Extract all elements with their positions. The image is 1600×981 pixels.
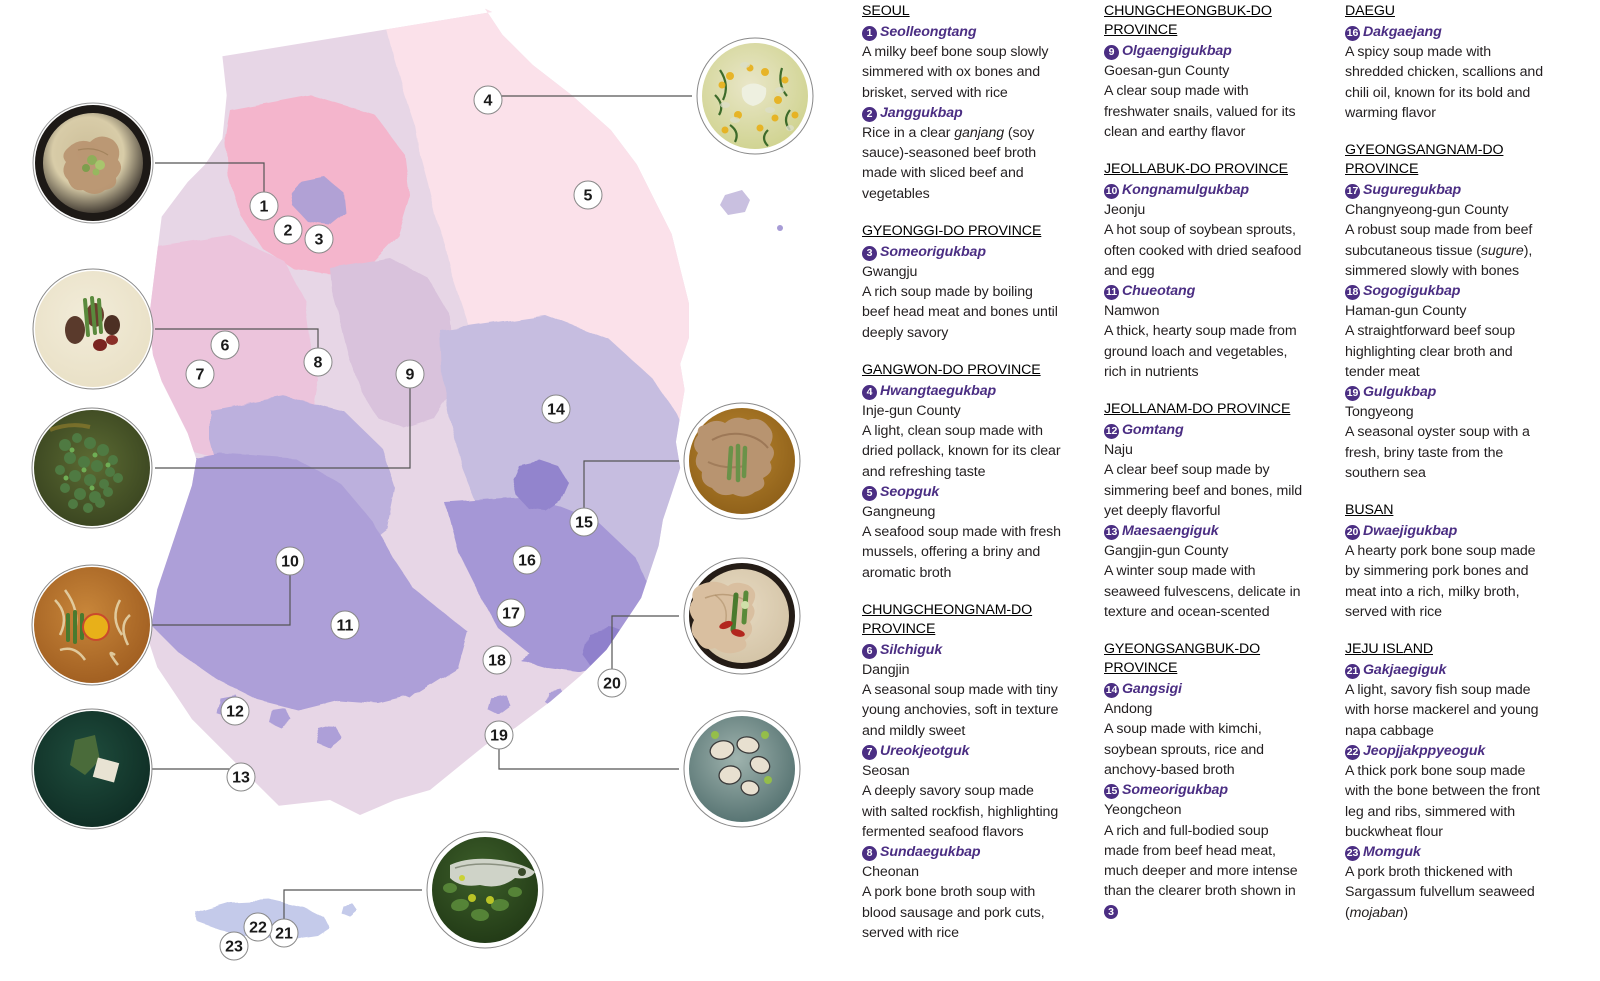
svg-text:7: 7: [196, 367, 205, 384]
svg-text:8: 8: [314, 355, 323, 372]
svg-text:14: 14: [547, 402, 565, 419]
svg-text:23: 23: [225, 939, 243, 956]
svg-text:10: 10: [281, 554, 299, 571]
svg-text:22: 22: [249, 920, 267, 937]
svg-text:6: 6: [221, 338, 230, 355]
svg-text:9: 9: [406, 367, 415, 384]
svg-text:12: 12: [226, 704, 244, 721]
svg-text:17: 17: [502, 606, 520, 623]
svg-text:21: 21: [275, 926, 293, 943]
svg-text:1: 1: [260, 199, 269, 216]
svg-text:19: 19: [490, 728, 508, 745]
svg-text:2: 2: [284, 223, 293, 240]
svg-text:5: 5: [584, 188, 593, 205]
svg-text:4: 4: [484, 93, 493, 110]
svg-text:13: 13: [232, 770, 250, 787]
svg-text:11: 11: [337, 618, 354, 635]
svg-text:15: 15: [575, 515, 593, 532]
svg-text:16: 16: [518, 553, 536, 570]
svg-text:3: 3: [315, 232, 324, 249]
svg-text:20: 20: [603, 676, 621, 693]
svg-text:18: 18: [488, 653, 506, 670]
